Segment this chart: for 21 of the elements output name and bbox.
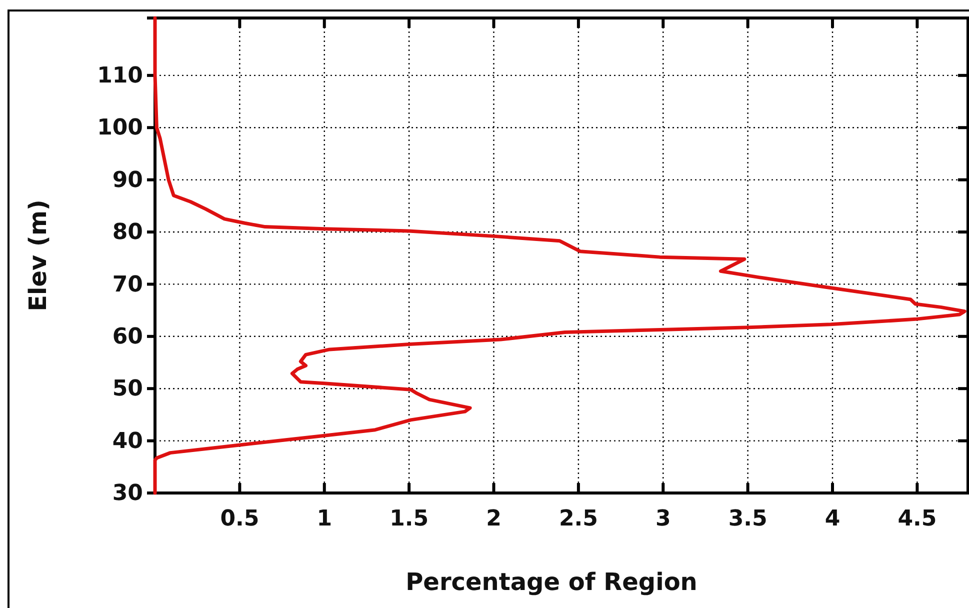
x-tick-label: 3 xyxy=(655,506,671,532)
x-tick-label: 1 xyxy=(316,506,332,532)
y-tick-label: 80 xyxy=(112,220,143,246)
y-tick-label: 100 xyxy=(97,116,143,141)
x-tick-label: 3.5 xyxy=(728,506,768,532)
y-tick-label: 40 xyxy=(112,428,143,454)
x-tick-label: 0.5 xyxy=(220,506,260,532)
y-tick-label: 90 xyxy=(112,168,143,193)
y-tick-label: 70 xyxy=(112,272,143,298)
y-tick-label: 60 xyxy=(112,324,143,350)
y-tick-label: 30 xyxy=(112,481,143,506)
x-tick-label: 4 xyxy=(824,506,840,532)
x-axis-title: Percentage of Region xyxy=(406,568,698,596)
x-tick-label: 2.5 xyxy=(558,506,598,532)
x-tick-label: 1.5 xyxy=(390,506,429,532)
x-tick-label: 2 xyxy=(486,506,502,532)
y-tick-label: 50 xyxy=(112,376,143,402)
x-tick-label: 4.5 xyxy=(898,506,937,532)
line-series xyxy=(153,16,966,495)
y-axis-title: Elev (m) xyxy=(24,200,52,312)
y-tick-label: 110 xyxy=(97,63,143,88)
